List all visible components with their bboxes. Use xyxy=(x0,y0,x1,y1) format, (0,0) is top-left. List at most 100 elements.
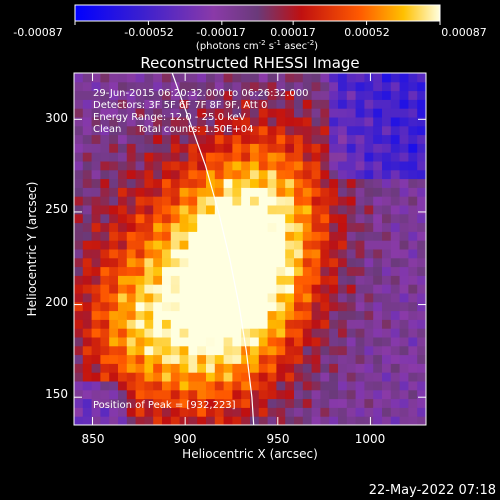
heatmap-cell xyxy=(162,125,172,136)
heatmap-cell xyxy=(188,407,198,417)
heatmap-cell xyxy=(170,205,181,215)
heatmap-cell xyxy=(276,196,286,206)
heatmap-cell xyxy=(338,398,348,408)
heatmap-cell xyxy=(285,407,295,417)
heatmap-cell xyxy=(250,205,260,215)
heatmap-cell xyxy=(302,416,313,425)
heatmap-cell xyxy=(408,108,418,118)
heatmap-cell xyxy=(170,169,181,180)
heatmap-cell xyxy=(355,240,365,250)
heatmap-cell xyxy=(329,99,339,109)
heatmap-cell xyxy=(390,99,401,109)
heatmap-cell xyxy=(223,222,233,232)
heatmap-cell xyxy=(364,152,374,162)
heatmap-cell xyxy=(74,222,84,232)
heatmap-cell xyxy=(373,169,383,180)
heatmap-cell xyxy=(329,266,339,276)
heatmap-cell xyxy=(373,345,383,356)
heatmap-cell xyxy=(135,152,145,162)
heatmap-cell xyxy=(355,301,365,312)
heatmap-cell xyxy=(390,161,401,171)
heatmap-cell xyxy=(241,319,251,329)
heatmap-cell xyxy=(285,319,295,329)
heatmap-cell xyxy=(399,134,409,144)
heatmap-cell xyxy=(285,240,295,250)
heatmap-cell xyxy=(320,134,330,144)
heatmap-cell xyxy=(294,319,304,329)
heatmap-cell xyxy=(223,99,233,109)
heatmap-cell xyxy=(320,205,330,215)
heatmap-cell xyxy=(267,389,277,400)
heatmap-cell xyxy=(82,240,93,250)
heatmap-cell xyxy=(294,407,304,417)
heatmap-cell xyxy=(109,398,119,408)
heatmap-cell xyxy=(250,284,260,294)
heatmap-cell xyxy=(346,293,357,303)
heatmap-cell xyxy=(382,117,392,127)
heatmap-cell xyxy=(82,99,93,109)
heatmap-cell xyxy=(188,284,198,294)
heatmap-cell xyxy=(276,178,286,188)
heatmap-cell xyxy=(153,275,163,285)
heatmap-cell xyxy=(399,310,409,320)
heatmap-cell xyxy=(346,169,357,180)
heatmap-cell xyxy=(162,389,172,400)
heatmap-cell xyxy=(267,310,277,320)
heatmap-cell xyxy=(144,125,154,136)
heatmap-cell xyxy=(162,134,172,144)
heatmap-cell xyxy=(223,389,233,400)
heatmap-cell xyxy=(276,293,286,303)
heatmap-cell xyxy=(329,389,339,400)
heatmap-cell xyxy=(153,90,163,100)
heatmap-cell xyxy=(338,143,348,153)
heatmap-cell xyxy=(355,169,365,180)
heatmap-cell xyxy=(417,328,426,338)
heatmap-cell xyxy=(267,99,277,109)
heatmap-cell xyxy=(250,134,260,144)
heatmap-cell xyxy=(206,310,216,320)
heatmap-cell xyxy=(179,407,189,417)
heatmap-cell xyxy=(153,389,163,400)
heatmap-cell xyxy=(258,310,269,320)
heatmap-cell xyxy=(74,196,84,206)
heatmap-cell xyxy=(294,284,304,294)
heatmap-cell xyxy=(250,125,260,136)
heatmap-cell xyxy=(329,90,339,100)
heatmap-cell xyxy=(258,205,269,215)
heatmap-cell xyxy=(109,169,119,180)
heatmap-cell xyxy=(206,169,216,180)
heatmap-cell xyxy=(206,90,216,100)
heatmap-cell xyxy=(214,134,225,144)
heatmap-cell xyxy=(320,152,330,162)
heatmap-cell xyxy=(197,328,207,338)
heatmap-cell xyxy=(329,363,339,373)
heatmap-cell xyxy=(162,381,172,391)
heatmap-cell xyxy=(91,416,101,425)
heatmap-cell xyxy=(382,213,392,224)
heatmap-cell xyxy=(100,108,110,118)
heatmap-cell xyxy=(250,319,260,329)
heatmap-cell xyxy=(144,363,154,373)
heatmap-cell xyxy=(74,205,84,215)
heatmap-cell xyxy=(258,416,269,425)
heatmap-cell xyxy=(170,178,181,188)
heatmap-cell xyxy=(311,205,321,215)
heatmap-cell xyxy=(223,398,233,408)
heatmap-cell xyxy=(188,161,198,171)
heatmap-cell xyxy=(82,345,93,356)
heatmap-cell xyxy=(188,319,198,329)
heatmap-cell xyxy=(276,310,286,320)
heatmap-cell xyxy=(311,213,321,224)
heatmap-cell xyxy=(390,266,401,276)
heatmap-cell xyxy=(126,389,137,400)
heatmap-cell xyxy=(329,381,339,391)
heatmap-cell xyxy=(346,319,357,329)
heatmap-cell xyxy=(144,178,154,188)
heatmap-cell xyxy=(126,398,137,408)
heatmap-cell xyxy=(109,416,119,425)
heatmap-cell xyxy=(232,328,242,338)
heatmap-cell xyxy=(417,222,426,232)
heatmap-cell xyxy=(223,152,233,162)
heatmap-cell xyxy=(153,125,163,136)
heatmap-cell xyxy=(126,81,137,92)
